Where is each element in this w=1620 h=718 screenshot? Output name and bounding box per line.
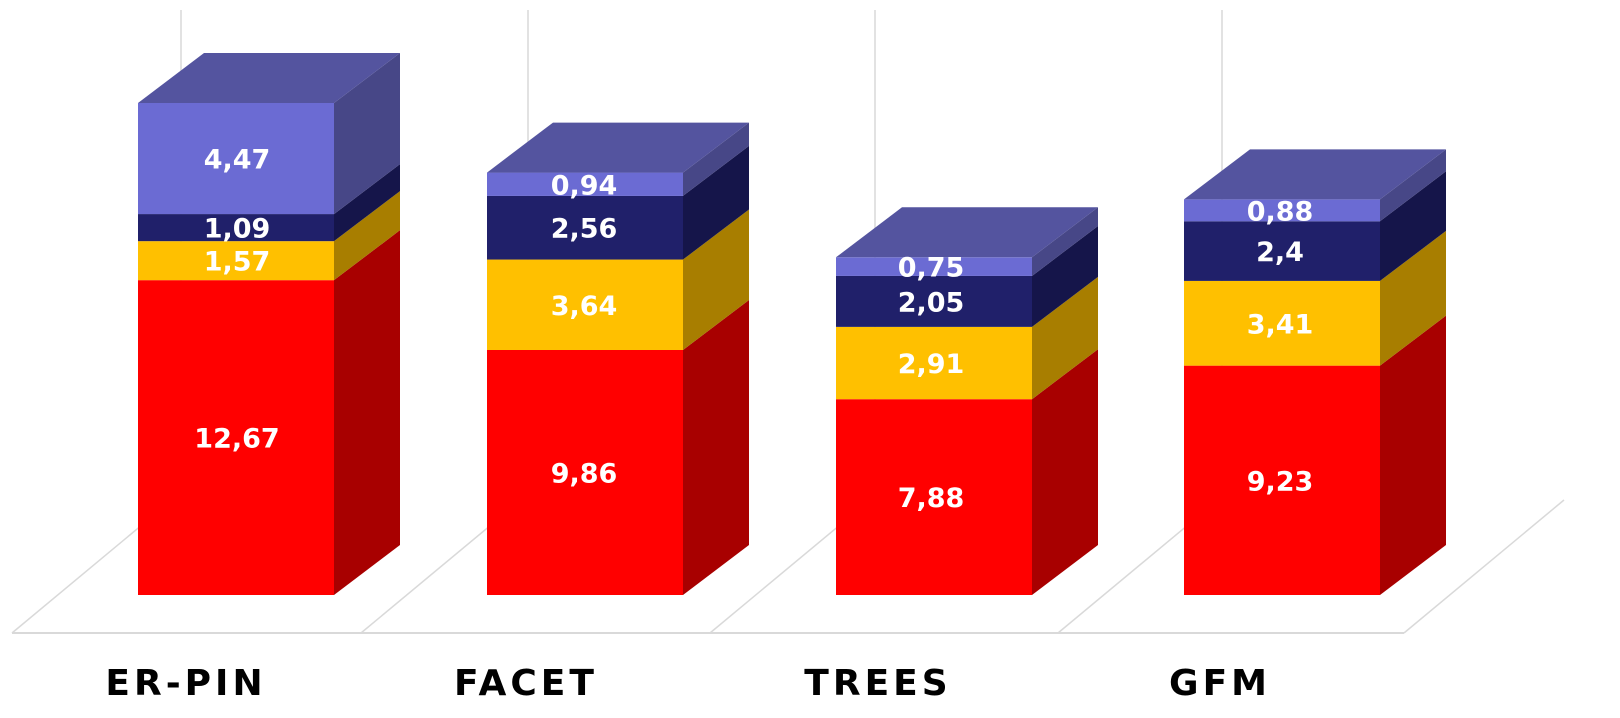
bar-segment-front [1184, 221, 1380, 281]
bar-segment-side [1380, 171, 1446, 281]
bar-segment-front [138, 280, 334, 595]
category-axis: ER-PIN FACET TREES GFM [105, 663, 1271, 704]
bar-segment-side [683, 145, 749, 260]
bar-segment-side [1380, 315, 1446, 595]
category-label: FACET [454, 663, 598, 704]
bars-layer [138, 53, 1446, 596]
bar-segment-side [1032, 276, 1098, 400]
labels-layer: 12,67 1,571,09 4,47 9,86 3,64 2,56 0,94 7,88 2,9… [194, 145, 1313, 515]
data-label: 7,88 [898, 483, 965, 514]
category-label: TREES [804, 663, 951, 704]
bar-segment-front [487, 172, 683, 196]
data-label: 0,94 [551, 170, 618, 201]
bar-segment-front [1184, 280, 1380, 366]
bar-top-face [138, 53, 400, 103]
data-label: 12,67 [194, 424, 279, 455]
bar-segment-front [1184, 199, 1380, 222]
grid-layer [11, 10, 1565, 634]
bar-segment-side [1380, 149, 1446, 222]
bar-segment-side [1032, 207, 1098, 276]
bar-segment-front [836, 257, 1032, 276]
data-label: 0,75 [898, 253, 965, 284]
bar-segment-front [138, 103, 334, 215]
bar-top-face [1184, 149, 1446, 200]
bar-segment-side [1380, 230, 1446, 366]
bar-segment-side [1032, 349, 1098, 595]
category-label: ER-PIN [105, 663, 266, 704]
data-label: 2,05 [898, 287, 965, 318]
data-label: 1,57 [204, 247, 271, 278]
data-label: 4,47 [204, 145, 271, 176]
floor-gridline [1403, 499, 1565, 634]
bar-segment-front [487, 259, 683, 350]
bar-segment-side [334, 164, 400, 242]
bar-segment-front [138, 214, 334, 242]
bar-top-face [487, 122, 749, 173]
bar-segment-side [334, 53, 400, 215]
bar-segment-front [836, 399, 1032, 595]
bar-segment-front [1184, 365, 1380, 595]
data-label: 2,56 [551, 214, 618, 245]
bar-segment-side [683, 209, 749, 350]
bar-segment-front [487, 349, 683, 595]
data-label: 3,41 [1247, 309, 1314, 340]
data-label: 2,91 [898, 349, 965, 380]
bar-segment-front [836, 326, 1032, 400]
bar-top-face [836, 207, 1098, 258]
bar-segment-side [683, 122, 749, 196]
data-label: 2,4 [1256, 237, 1304, 268]
bar-segment-side [683, 299, 749, 595]
data-label: 0,88 [1247, 196, 1314, 227]
data-label: 1,09 [204, 214, 271, 245]
bar-segment-side [1032, 225, 1098, 327]
bar-segment-front [487, 195, 683, 260]
bar-segment-front [138, 241, 334, 281]
bar-segment-side [334, 191, 400, 281]
data-label: 3,64 [551, 291, 618, 322]
data-label: 9,86 [551, 458, 618, 489]
bar-segment-side [334, 230, 400, 596]
bar-segment-front [836, 275, 1032, 327]
data-label: 9,23 [1247, 466, 1314, 497]
category-label: GFM [1169, 663, 1271, 704]
